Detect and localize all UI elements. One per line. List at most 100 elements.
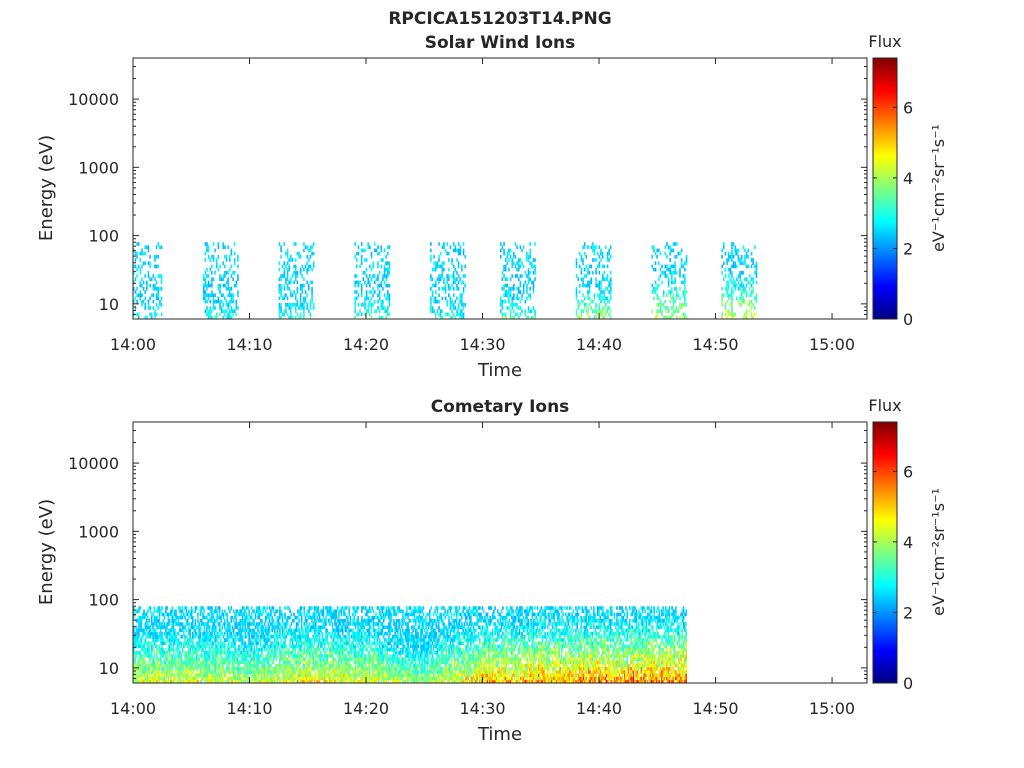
- flux-cell: [280, 644, 282, 649]
- flux-cell: [338, 673, 340, 677]
- flux-cell: [350, 644, 353, 649]
- flux-cell: [347, 619, 349, 623]
- flux-cell: [667, 315, 670, 319]
- flux-cell: [294, 309, 297, 313]
- flux-cell: [371, 615, 373, 620]
- flux-cell: [195, 651, 198, 655]
- flux-cell: [302, 628, 304, 633]
- flux-cell: [680, 258, 683, 262]
- flux-cell: [147, 615, 149, 620]
- flux-cell: [188, 651, 190, 655]
- flux-cell: [153, 654, 156, 658]
- flux-cell: [206, 651, 208, 655]
- flux-cell: [165, 676, 167, 681]
- flux-cell: [331, 641, 334, 646]
- flux-cell: [211, 651, 213, 655]
- flux-cell: [267, 644, 270, 649]
- flux-cell: [220, 641, 222, 646]
- flux-cell: [727, 287, 730, 291]
- flux-cell: [334, 679, 336, 683]
- flux-cell: [170, 654, 172, 658]
- flux-cell: [167, 679, 170, 683]
- flux-cell: [304, 660, 307, 665]
- flux-cell: [283, 242, 286, 246]
- flux-cell: [222, 657, 225, 662]
- flux-cell: [136, 628, 139, 633]
- flux-cell: [172, 628, 175, 633]
- flux-cell: [348, 635, 350, 639]
- flux-cell: [226, 622, 229, 626]
- flux-cell: [299, 670, 302, 674]
- flux-cell: [323, 663, 326, 668]
- flux-cell: [348, 628, 350, 633]
- flux-cell: [431, 309, 434, 313]
- flux-cell: [250, 622, 253, 626]
- flux-cell: [354, 638, 357, 642]
- flux-cell: [218, 628, 221, 633]
- flux-cell: [206, 670, 208, 674]
- flux-cell: [739, 258, 741, 262]
- flux-cell: [227, 644, 230, 649]
- flux-cell: [332, 644, 335, 649]
- flux-cell: [137, 293, 140, 298]
- flux-cell: [283, 296, 286, 301]
- flux-cell: [303, 309, 305, 313]
- flux-cell: [238, 676, 240, 681]
- flux-cell: [449, 245, 452, 250]
- flux-cell: [609, 293, 612, 298]
- flux-cell: [385, 255, 387, 259]
- flux-cell: [267, 657, 270, 662]
- flux-cell: [519, 306, 522, 310]
- flux-cell: [286, 615, 289, 620]
- flux-cell: [148, 619, 150, 623]
- flux-cell: [368, 641, 371, 646]
- flux-cell: [229, 631, 231, 636]
- flux-cell: [270, 654, 272, 658]
- flux-cell: [154, 628, 157, 633]
- flux-cell: [306, 638, 308, 642]
- flux-cell: [503, 251, 505, 256]
- flux-cell: [262, 660, 265, 665]
- flux-cell: [608, 251, 610, 256]
- flux-cell: [202, 667, 204, 671]
- flux-cell: [149, 631, 152, 636]
- flux-cell: [293, 635, 295, 639]
- flux-cell: [253, 679, 256, 683]
- flux-cell: [279, 654, 281, 658]
- flux-cell: [252, 619, 254, 623]
- flux-cell: [295, 679, 298, 683]
- flux-cell: [444, 248, 447, 253]
- flux-cell: [360, 242, 363, 246]
- flux-cell: [745, 277, 748, 282]
- flux-cell: [267, 631, 270, 636]
- flux-cell: [514, 312, 517, 317]
- flux-cell: [316, 606, 318, 610]
- flux-cell: [461, 296, 463, 301]
- flux-cell: [186, 641, 189, 646]
- flux-cell: [526, 287, 528, 291]
- flux-cell: [446, 274, 449, 278]
- flux-cell: [377, 622, 380, 626]
- flux-cell: [265, 679, 267, 683]
- flux-cell: [256, 663, 258, 668]
- flux-cell: [370, 306, 373, 310]
- flux-cell: [138, 663, 140, 668]
- flux-cell: [191, 619, 194, 623]
- flux-cell: [244, 673, 247, 677]
- flux-cell: [140, 654, 143, 658]
- flux-cell: [168, 644, 171, 649]
- flux-cell: [157, 306, 160, 310]
- flux-cell: [215, 676, 217, 681]
- flux-cell: [433, 299, 435, 304]
- flux-cell: [344, 647, 347, 652]
- flux-cell: [257, 673, 259, 677]
- flux-cell: [215, 654, 217, 658]
- flux-cell: [262, 606, 265, 610]
- flux-cell: [358, 657, 361, 662]
- flux-cell: [220, 628, 222, 633]
- flux-cell: [217, 651, 220, 655]
- flux-cell: [168, 647, 171, 652]
- flux-cell: [318, 619, 321, 623]
- flux-cell: [302, 651, 304, 655]
- flux-cell: [349, 676, 352, 681]
